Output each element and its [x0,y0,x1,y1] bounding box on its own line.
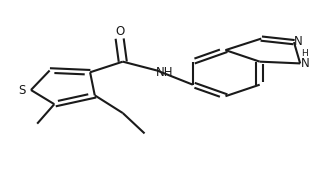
Text: NH: NH [156,66,174,79]
Text: N: N [294,35,302,48]
Text: H: H [301,49,308,58]
Text: N: N [300,57,309,70]
Text: S: S [18,84,25,96]
Text: O: O [115,25,124,38]
